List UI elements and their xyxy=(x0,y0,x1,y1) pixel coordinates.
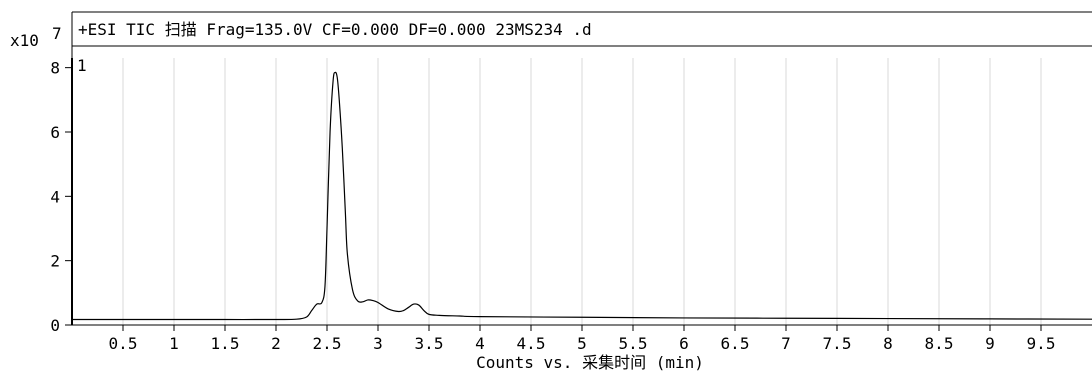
x-axis-label: Counts vs. 采集时间 (min) xyxy=(476,353,704,372)
y-tick-label: 4 xyxy=(50,187,60,206)
y-tick-label: 8 xyxy=(50,59,60,78)
x-tick-label: 1.5 xyxy=(211,334,240,353)
x-tick-label: 5.5 xyxy=(619,334,648,353)
x-tick-label: 3 xyxy=(373,334,383,353)
panel-index: 1 xyxy=(77,56,87,75)
x-tick-label: 6.5 xyxy=(721,334,750,353)
y-multiplier: x10 xyxy=(10,31,39,50)
chart-title: +ESI TIC 扫描 Frag=135.0V CF=0.000 DF=0.00… xyxy=(78,20,592,39)
y-tick-label: 2 xyxy=(50,252,60,271)
x-tick-label: 2.5 xyxy=(313,334,342,353)
x-tick-label: 3.5 xyxy=(415,334,444,353)
y-tick-label: 6 xyxy=(50,123,60,142)
x-tick-label: 2 xyxy=(271,334,281,353)
y-tick-label: 0 xyxy=(50,316,60,335)
x-tick-label: 5 xyxy=(577,334,587,353)
x-tick-label: 8 xyxy=(883,334,893,353)
x-ticks: 0.5 1 1.5 2 2.5 3 3.5 4 4.5 5 5.5 6 6.5 7 7.5 8 8.5 9 9.5 xyxy=(109,325,1056,353)
x-tick-label: 4.5 xyxy=(517,334,546,353)
x-tick-label: 7.5 xyxy=(823,334,852,353)
series-line-tic xyxy=(72,71,1092,321)
x-tick-label: 9.5 xyxy=(1027,334,1056,353)
x-tick-label: 9 xyxy=(985,334,995,353)
x-tick-label: 7 xyxy=(781,334,791,353)
x-tick-label: 4 xyxy=(475,334,485,353)
x-tick-label: 1 xyxy=(169,334,179,353)
grid xyxy=(122,58,1042,325)
x-tick-label: 6 xyxy=(679,334,689,353)
y-exponent: 7 xyxy=(52,24,62,43)
x-tick-label: 0.5 xyxy=(109,334,138,353)
x-tick-label: 8.5 xyxy=(925,334,954,353)
y-ticks: 0 2 4 6 8 xyxy=(50,59,72,335)
